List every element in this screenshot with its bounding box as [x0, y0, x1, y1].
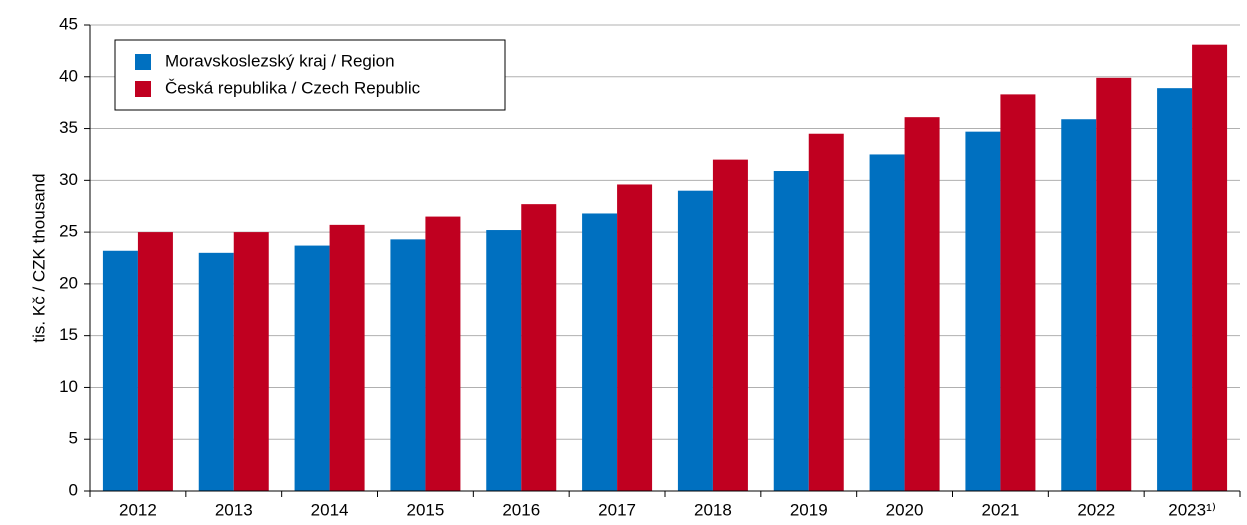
bar: [808, 133, 844, 491]
bar: [198, 252, 234, 491]
y-tick-label: 45: [59, 14, 78, 33]
bar: [425, 216, 461, 492]
bar: [904, 117, 940, 492]
x-tick-label: 2015: [407, 500, 445, 519]
legend-box: [114, 39, 506, 111]
x-tick-label: 2020: [886, 500, 924, 519]
y-tick-label: 15: [59, 325, 78, 344]
bar: [1192, 44, 1228, 491]
bar: [677, 190, 713, 491]
bar: [712, 159, 748, 491]
y-tick-label: 20: [59, 273, 78, 292]
x-tick-label: 2019: [790, 500, 828, 519]
bar: [617, 184, 653, 491]
y-tick-label: 0: [69, 480, 78, 499]
legend-label: Česká republika / Czech Republic: [165, 78, 421, 97]
x-tick-label: 2012: [119, 500, 157, 519]
legend-swatch: [135, 81, 151, 97]
bar: [233, 232, 269, 491]
bar: [1000, 94, 1036, 491]
bar: [582, 213, 618, 491]
bar: [1096, 77, 1132, 492]
x-tick-label: 2022: [1077, 500, 1115, 519]
bar: [329, 224, 365, 491]
x-tick-label: 2021: [982, 500, 1020, 519]
legend-swatch: [135, 54, 151, 70]
y-tick-label: 30: [59, 170, 78, 189]
y-axis-label: tis. Kč / CZK thousand: [29, 173, 48, 342]
x-tick-label: 2016: [502, 500, 540, 519]
y-tick-label: 40: [59, 66, 78, 85]
bar: [869, 154, 905, 491]
x-tick-label: 2018: [694, 500, 732, 519]
x-tick-label: 2013: [215, 500, 253, 519]
bar: [486, 230, 522, 492]
bar: [773, 171, 809, 491]
bar: [521, 204, 557, 491]
y-tick-label: 35: [59, 118, 78, 137]
y-tick-label: 25: [59, 222, 78, 241]
y-tick-label: 10: [59, 377, 78, 396]
bar: [1061, 119, 1097, 491]
x-tick-label: 2014: [311, 500, 349, 519]
bar: [1157, 88, 1193, 492]
bar: [294, 245, 330, 491]
legend-label: Moravskoslezský kraj / Region: [165, 51, 395, 70]
bar: [965, 131, 1001, 491]
y-tick-label: 5: [69, 429, 78, 448]
x-tick-label: 2017: [598, 500, 636, 519]
bar: [390, 239, 426, 491]
bar: [137, 232, 173, 491]
x-tick-label: 2023¹⁾: [1168, 500, 1216, 519]
bar: [102, 250, 138, 491]
